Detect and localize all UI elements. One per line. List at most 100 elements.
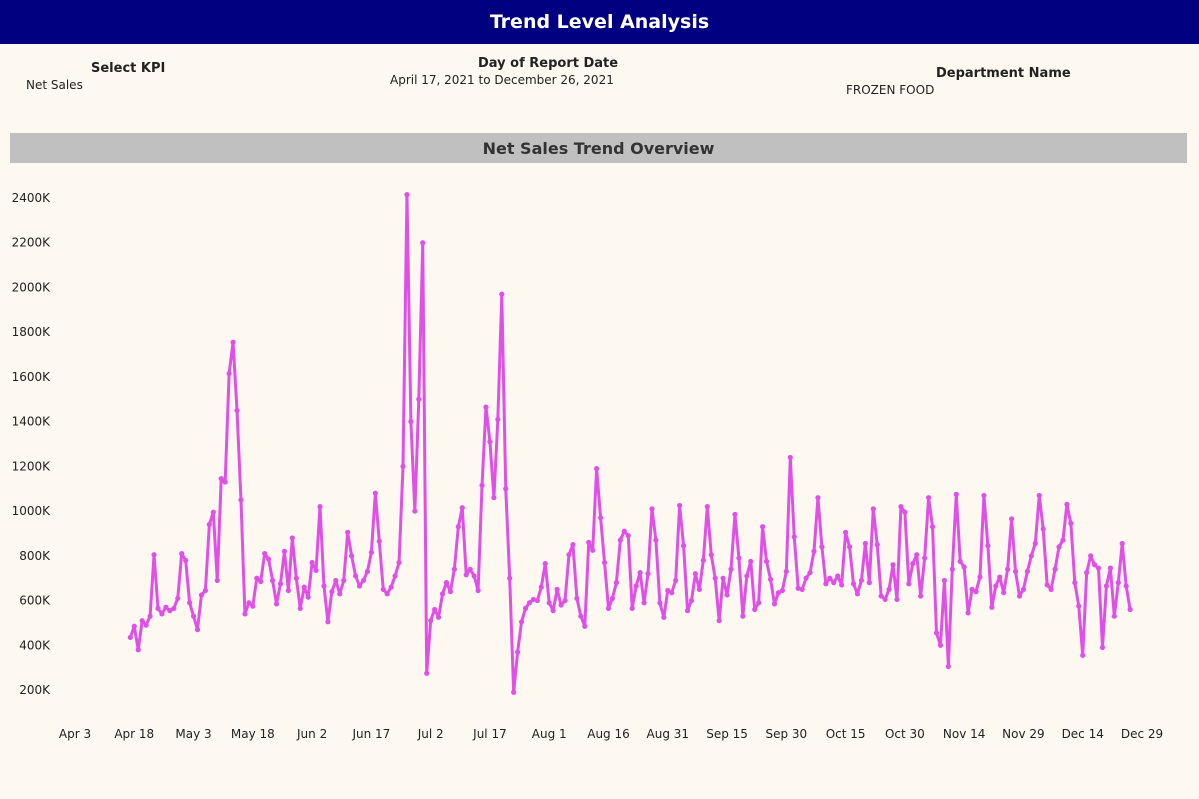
data-point[interactable] [582, 623, 588, 629]
data-point[interactable] [226, 370, 232, 377]
data-point[interactable] [969, 586, 975, 592]
data-point[interactable] [756, 600, 762, 606]
data-point[interactable] [843, 529, 849, 535]
data-point[interactable] [127, 634, 133, 641]
data-point[interactable] [922, 555, 928, 561]
data-point[interactable] [554, 586, 560, 592]
data-point[interactable] [669, 590, 675, 596]
data-point[interactable] [1064, 501, 1070, 507]
data-point[interactable] [894, 596, 900, 603]
data-point[interactable] [688, 597, 695, 604]
data-point[interactable] [1076, 603, 1082, 609]
data-point[interactable] [696, 586, 702, 592]
data-point[interactable] [1072, 580, 1078, 586]
data-point[interactable] [155, 605, 161, 611]
data-point[interactable] [910, 561, 916, 567]
data-point[interactable] [1028, 553, 1034, 559]
data-point[interactable] [175, 595, 181, 601]
data-point[interactable] [708, 552, 714, 558]
data-point[interactable] [281, 548, 288, 554]
data-point[interactable] [673, 577, 679, 584]
data-point[interactable] [534, 597, 540, 604]
data-point[interactable] [542, 561, 548, 567]
data-point[interactable] [487, 439, 493, 445]
data-point[interactable] [1115, 580, 1121, 586]
data-point[interactable] [376, 538, 382, 544]
data-point[interactable] [518, 619, 525, 625]
data-point[interactable] [143, 622, 149, 628]
data-point[interactable] [380, 586, 386, 592]
data-point[interactable] [601, 559, 608, 566]
data-point[interactable] [617, 537, 623, 543]
data-point[interactable] [218, 476, 224, 482]
data-point[interactable] [716, 618, 722, 624]
data-point[interactable] [1095, 565, 1102, 571]
data-point[interactable] [222, 479, 228, 485]
data-point[interactable] [459, 505, 465, 511]
data-point[interactable] [345, 529, 351, 535]
data-point[interactable] [317, 504, 323, 510]
data-point[interactable] [779, 587, 785, 594]
data-point[interactable] [760, 524, 766, 530]
data-point[interactable] [767, 576, 774, 582]
data-point[interactable] [349, 553, 355, 559]
data-point[interactable] [918, 593, 924, 599]
data-point[interactable] [854, 591, 861, 597]
data-point[interactable] [953, 491, 959, 497]
data-point[interactable] [566, 552, 572, 558]
data-point[interactable] [574, 595, 580, 601]
data-point[interactable] [424, 670, 430, 676]
data-point[interactable] [649, 506, 655, 512]
data-point[interactable] [443, 580, 450, 586]
data-point[interactable] [712, 575, 718, 581]
data-point[interactable] [609, 595, 616, 601]
data-point[interactable] [341, 577, 347, 584]
data-point[interactable] [590, 547, 596, 553]
data-point[interactable] [637, 569, 643, 576]
data-point[interactable] [1044, 582, 1050, 588]
data-point[interactable] [337, 591, 343, 597]
data-point[interactable] [752, 606, 758, 613]
data-point[interactable] [491, 495, 497, 501]
data-point[interactable] [463, 572, 469, 578]
data-point[interactable] [293, 575, 299, 581]
data-point[interactable] [732, 511, 738, 518]
data-point[interactable] [933, 630, 940, 636]
data-point[interactable] [313, 567, 319, 573]
data-point[interactable] [1080, 652, 1086, 658]
data-point[interactable] [530, 596, 537, 603]
data-point[interactable] [285, 587, 291, 594]
data-point[interactable] [1016, 593, 1023, 599]
data-point[interactable] [870, 506, 876, 512]
data-point[interactable] [1099, 644, 1106, 651]
data-point[interactable] [1024, 568, 1030, 575]
data-point[interactable] [210, 509, 216, 515]
data-point[interactable] [657, 600, 663, 606]
data-point[interactable] [898, 504, 904, 510]
data-point[interactable] [874, 542, 880, 548]
data-point[interactable] [522, 605, 529, 611]
data-point[interactable] [495, 416, 501, 422]
data-point[interactable] [578, 613, 584, 619]
data-point[interactable] [886, 586, 892, 592]
data-point[interactable] [368, 549, 374, 556]
data-point[interactable] [937, 642, 944, 648]
data-point[interactable] [321, 583, 327, 589]
data-point[interactable] [511, 689, 517, 695]
data-point[interactable] [1040, 526, 1046, 532]
data-point[interactable] [993, 583, 999, 589]
data-point[interactable] [139, 618, 145, 624]
data-point[interactable] [771, 601, 778, 607]
data-point[interactable] [479, 482, 485, 488]
data-point[interactable] [408, 419, 414, 425]
data-point[interactable] [807, 569, 813, 576]
data-point[interactable] [297, 605, 303, 611]
data-point[interactable] [989, 604, 995, 610]
data-point[interactable] [428, 618, 434, 624]
data-point[interactable] [266, 556, 272, 562]
data-point[interactable] [451, 566, 457, 572]
data-point[interactable] [352, 573, 359, 579]
data-point[interactable] [238, 497, 244, 503]
data-point[interactable] [483, 404, 489, 410]
data-point[interactable] [684, 608, 691, 614]
